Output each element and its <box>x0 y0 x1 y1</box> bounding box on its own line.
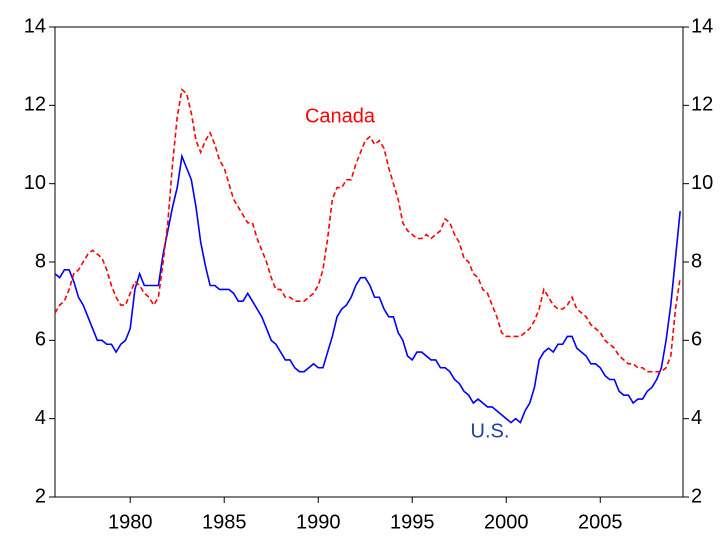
y2-tick-label: 4 <box>691 407 702 429</box>
y2-tick-label: 8 <box>691 250 702 272</box>
x-tick-label: 1980 <box>108 511 153 533</box>
series-line <box>54 153 681 424</box>
y-tick-label: 14 <box>24 15 46 37</box>
y-tick-label: 6 <box>35 329 46 351</box>
annotation-canada: Canada <box>305 105 376 127</box>
plot-frame <box>54 26 684 498</box>
y-tick-label: 12 <box>24 94 46 116</box>
y-tick-label: 2 <box>35 485 46 507</box>
y2-tick-label: 12 <box>691 94 713 116</box>
y2-tick-label: 6 <box>691 329 702 351</box>
x-tick-label: 1985 <box>202 511 247 533</box>
annotation-us: U.S. <box>471 420 510 442</box>
y2-tick-label: 2 <box>691 485 702 507</box>
x-tick-label: 2005 <box>578 511 623 533</box>
y2-tick-label: 14 <box>691 15 713 37</box>
x-tick-label: 1990 <box>296 511 341 533</box>
y-tick-label: 10 <box>24 172 46 194</box>
y2-tick-label: 10 <box>691 172 713 194</box>
series-line <box>54 88 681 373</box>
y-tick-label: 8 <box>35 250 46 272</box>
x-tick-label: 2000 <box>484 511 529 533</box>
x-tick-label: 1995 <box>390 511 435 533</box>
y-tick-label: 4 <box>35 407 46 429</box>
